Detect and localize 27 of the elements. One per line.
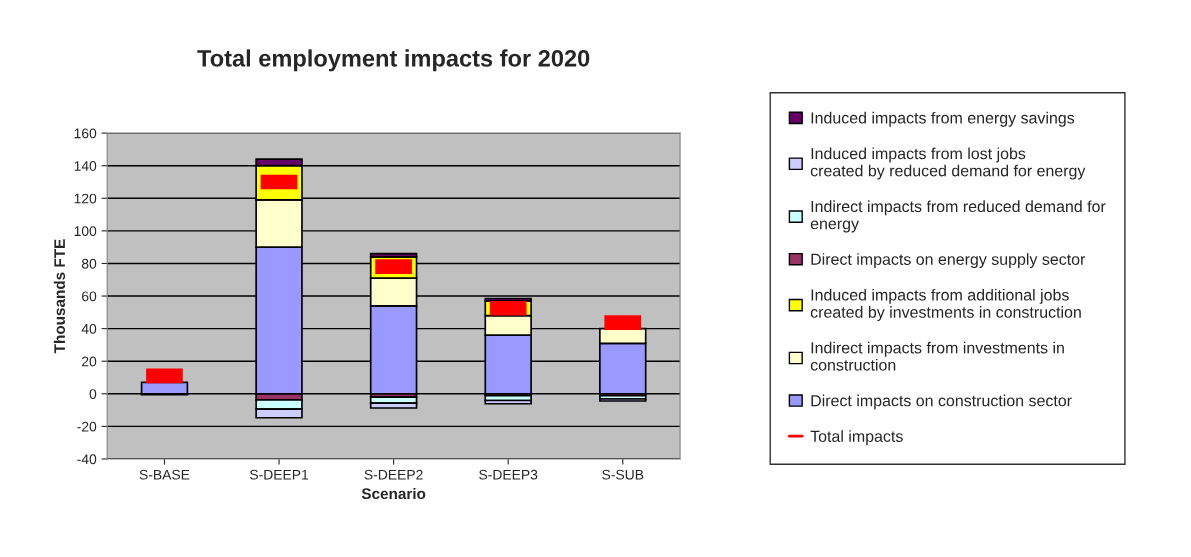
y-tick-label: 0 xyxy=(89,389,97,399)
legend-label: Induced impacts from lost jobs created by reduced demand for energy xyxy=(810,147,1086,180)
y-tick-label: -20 xyxy=(77,421,97,432)
y-tick-label: 160 xyxy=(74,128,97,139)
x-tick-label: S-DEEP3 xyxy=(479,469,538,480)
legend-label: Induced impacts from additional jobs created by investments in construction xyxy=(810,288,1081,321)
legend-label: Indirect impacts from reduced demand for energy xyxy=(810,200,1106,233)
x-tick-label: S-DEEP1 xyxy=(249,469,309,480)
y-tick-label: 120 xyxy=(74,193,97,204)
x-axis-title: Scenario xyxy=(361,487,426,500)
legend-label: Indirect impacts from investments in construction xyxy=(810,341,1064,371)
y-tick-label: 60 xyxy=(82,291,97,302)
chart-title: Total employment impacts for 2020 xyxy=(197,49,590,72)
legend-label: Direct impacts on construction sector xyxy=(811,394,1072,410)
y-tick-label: 100 xyxy=(74,226,97,237)
y-tick-label: 40 xyxy=(81,323,97,334)
legend-label: Direct impacts on energy supply sector xyxy=(811,253,1086,269)
legend-label: Induced impacts from energy savings xyxy=(811,111,1075,127)
y-tick-label: 140 xyxy=(74,161,97,171)
x-tick-label: S-DEEP2 xyxy=(364,469,423,480)
y-axis-title: Thousands FTE xyxy=(53,239,66,354)
x-tick-label: S-SUB xyxy=(602,469,644,480)
y-tick-label: -40 xyxy=(77,454,97,465)
y-tick-label: 80 xyxy=(81,258,97,269)
y-tick-label: 20 xyxy=(82,356,97,367)
legend-label: Total impacts xyxy=(810,430,903,446)
x-tick-label: S-BASE xyxy=(139,469,190,480)
